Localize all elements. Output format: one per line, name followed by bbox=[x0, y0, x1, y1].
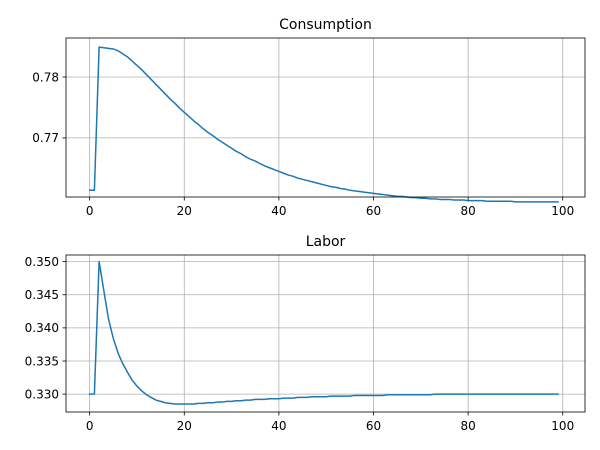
series-line bbox=[88, 260, 559, 405]
chart-title: Labor bbox=[306, 234, 346, 250]
x-tick-label: 60 bbox=[366, 419, 381, 433]
chart-title: Consumption bbox=[279, 17, 372, 33]
y-tick-label: 0.77 bbox=[32, 131, 59, 145]
x-tick-label: 40 bbox=[271, 419, 286, 433]
grid bbox=[66, 255, 585, 412]
y-tick-label: 0.78 bbox=[32, 70, 59, 84]
x-tick-label: 0 bbox=[86, 419, 94, 433]
x-tick-label: 80 bbox=[461, 419, 476, 433]
consumption-chart: Consumption 0 20 40 60 80 100 0.77 0.78 bbox=[32, 17, 586, 218]
series-line bbox=[88, 46, 559, 203]
y-tick-label: 0.330 bbox=[25, 387, 59, 401]
x-tick-label: 40 bbox=[271, 204, 286, 218]
y-tick-label: 0.335 bbox=[25, 354, 59, 368]
grid bbox=[66, 38, 585, 197]
x-tick-label: 100 bbox=[551, 419, 574, 433]
labor-chart: Labor 0 20 40 60 80 100 0.330 0.335 0.340 0.345 0.… bbox=[25, 234, 586, 433]
y-tick-label: 0.350 bbox=[25, 255, 59, 269]
x-tick-label: 20 bbox=[177, 204, 192, 218]
x-tick-label: 20 bbox=[177, 419, 192, 433]
x-tick-label: 100 bbox=[551, 204, 574, 218]
x-tick-label: 0 bbox=[86, 204, 94, 218]
plot-frame bbox=[65, 37, 586, 198]
y-tick-label: 0.340 bbox=[25, 321, 59, 335]
x-tick-label: 60 bbox=[366, 204, 381, 218]
plot-frame bbox=[65, 254, 586, 413]
y-tick-label: 0.345 bbox=[25, 288, 59, 302]
x-tick-label: 80 bbox=[461, 204, 476, 218]
